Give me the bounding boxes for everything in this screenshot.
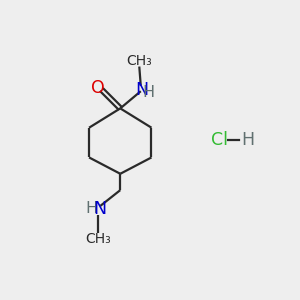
Text: H: H — [142, 85, 154, 100]
Text: H: H — [241, 130, 254, 148]
Text: O: O — [91, 79, 104, 97]
Text: CH₃: CH₃ — [126, 55, 152, 68]
Text: H: H — [85, 201, 98, 216]
Text: N: N — [135, 81, 148, 99]
Text: Cl: Cl — [211, 130, 228, 148]
Text: CH₃: CH₃ — [85, 232, 111, 246]
Text: N: N — [93, 200, 106, 218]
